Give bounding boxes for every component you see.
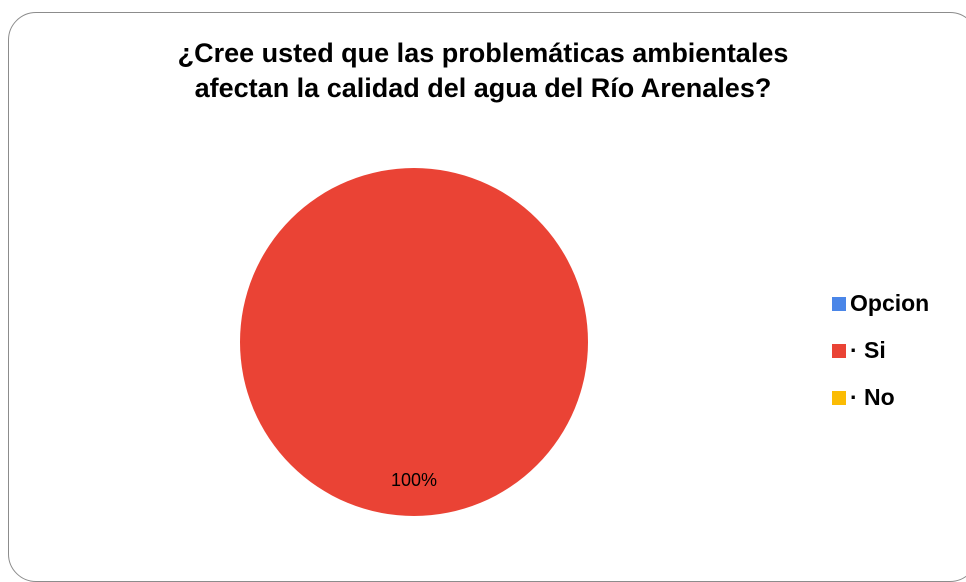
chart-title-line-1: ¿Cree usted que las problemáticas ambien… [177, 38, 789, 68]
legend-swatch-opcion [832, 296, 846, 311]
legend-swatch-no [832, 390, 846, 405]
legend-label-si: · Si [850, 337, 886, 363]
legend-item-opcion: Opcion [832, 280, 929, 327]
legend-label-no: · No [850, 384, 895, 410]
pie-slice-si [240, 168, 588, 516]
pie-chart: 100% [240, 168, 588, 516]
legend-item-no: · No [832, 374, 929, 421]
legend-swatch-si [832, 343, 846, 358]
chart-title-line-2: afectan la calidad del agua del Río Aren… [194, 73, 772, 103]
chart-title: ¿Cree usted que las problemáticas ambien… [0, 36, 966, 106]
chart-legend: Opcion · Si · No [832, 280, 929, 421]
legend-item-si: · Si [832, 327, 929, 374]
data-label-si: 100% [391, 470, 437, 490]
legend-label-opcion: Opcion [850, 290, 930, 316]
